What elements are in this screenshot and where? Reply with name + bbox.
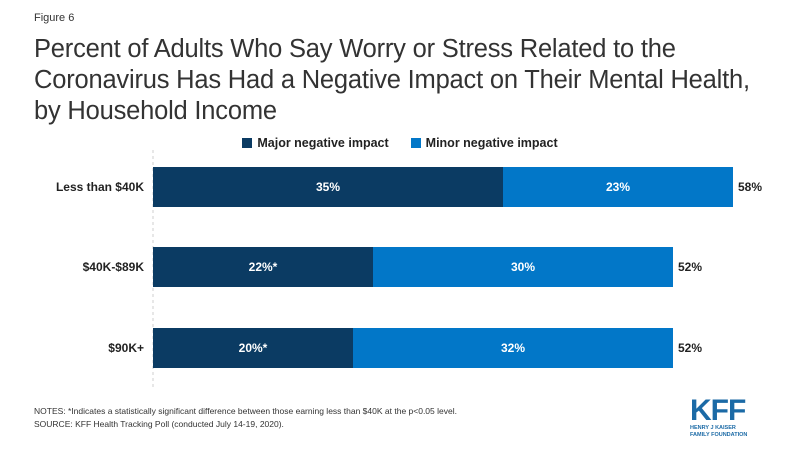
source-line: SOURCE: KFF Health Tracking Poll (conduc…	[34, 419, 284, 429]
legend-label-minor: Minor negative impact	[425, 136, 558, 150]
category-label: Less than $40K	[56, 180, 144, 194]
bar-major	[153, 247, 373, 287]
total-label: 52%	[678, 260, 702, 274]
kff-logo: KFF HENRY J KAISER FAMILY FOUNDATION	[690, 394, 760, 438]
notes: NOTES: *Indicates a statistically signif…	[34, 405, 457, 431]
legend-label-major: Major negative impact	[257, 136, 389, 150]
bar-major	[153, 328, 353, 368]
data-label-major: 20%*	[239, 341, 268, 355]
legend-swatch-minor	[410, 138, 421, 148]
total-label: 58%	[738, 180, 762, 194]
data-label-minor: 23%	[606, 180, 630, 194]
category-label: $90K+	[108, 341, 144, 355]
data-label-major: 22%*	[249, 260, 278, 274]
logo-subtext-1: HENRY J KAISER	[690, 425, 736, 431]
bar-minor	[503, 167, 733, 207]
logo-subtext-2: FAMILY FOUNDATION	[690, 431, 748, 438]
notes-line: NOTES: *Indicates a statistically signif…	[34, 406, 457, 416]
data-label-major: 35%	[316, 180, 340, 194]
legend: Major negative impact Minor negative imp…	[0, 136, 800, 150]
total-label: 52%	[678, 341, 702, 355]
legend-item-minor: Minor negative impact	[410, 136, 558, 150]
legend-item-major: Major negative impact	[242, 136, 389, 150]
data-label-minor: 30%	[511, 260, 535, 274]
data-label-minor: 32%	[501, 341, 525, 355]
category-label: $40K-$89K	[83, 260, 145, 274]
bar-minor	[353, 328, 673, 368]
chart-title: Percent of Adults Who Say Worry or Stres…	[34, 35, 750, 125]
legend-swatch-major	[242, 138, 253, 148]
bar-chart: Less than $40K 35% 23% 58% $40K-$89K 22%* 30% 5…	[56, 150, 762, 388]
bar-major	[153, 167, 503, 207]
figure-label: Figure 6	[34, 12, 75, 24]
bar-minor	[373, 247, 673, 287]
logo-text: KFF	[690, 394, 746, 427]
